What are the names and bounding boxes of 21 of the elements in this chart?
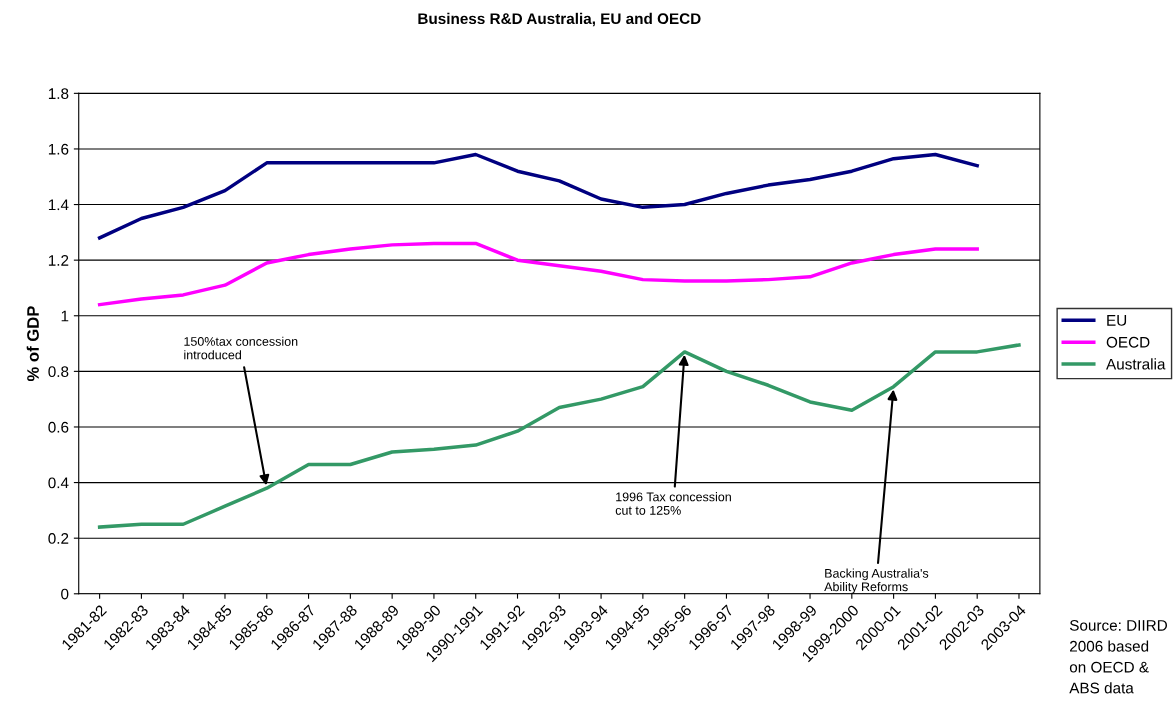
annotation: 1996 Tax concession cut to 125%: [615, 492, 731, 515]
legend-label: Australia: [1106, 358, 1166, 370]
y-tick-label: 1: [61, 310, 69, 322]
y-tick-label: 1.2: [48, 255, 69, 266]
line-series: [97, 152, 979, 240]
y-tick-label: 0.4: [48, 477, 69, 489]
y-tick-label: 1.8: [48, 88, 69, 100]
chart-title: Business R&D Australia, EU and OECD: [418, 12, 701, 27]
y-tick-label: 1.4: [48, 199, 69, 211]
legend-label: OECD: [1106, 336, 1150, 348]
y-tick-label: 0: [61, 588, 69, 600]
y-axis-title: % of GDP: [26, 306, 39, 382]
annotation: 150%tax concession introduced: [184, 336, 298, 360]
y-tick-label: 0.2: [48, 533, 69, 544]
y-tick-label: 1.6: [48, 143, 69, 155]
y-tick-label: 0.6: [48, 421, 69, 433]
annotation: Backing Australia's Ability Reforms: [824, 568, 929, 594]
y-tick-label: 0.8: [48, 366, 69, 378]
line-series: [97, 241, 979, 307]
legend-label: EU: [1107, 315, 1127, 326]
source-note: Source: DIIRD 2006 based on OECD & ABS data: [1069, 619, 1167, 694]
